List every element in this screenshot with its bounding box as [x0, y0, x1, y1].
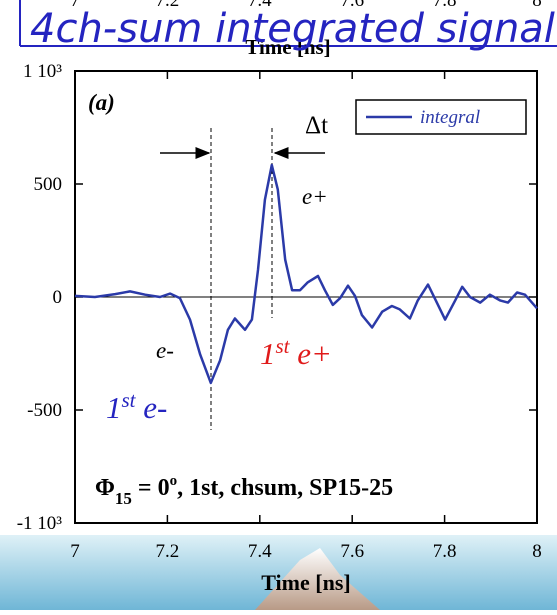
annotation-text: e- — [136, 390, 168, 425]
y-tick-label: 1 10³ — [23, 61, 62, 82]
annotation-text: (a) — [88, 90, 115, 115]
y-tick-label: -500 — [27, 400, 62, 421]
annotation: Δt — [305, 112, 328, 139]
annotation-text: o — [170, 473, 178, 489]
x-tick-label: 7.4 — [248, 541, 272, 562]
annotation-text: 1 — [260, 336, 276, 371]
legend: integral — [355, 99, 527, 135]
y-tick-label: 500 — [34, 174, 63, 195]
data-line — [74, 163, 538, 385]
annotation-text: 1 — [106, 390, 122, 425]
annotation-text: , 1st, chsum, SP15-25 — [177, 475, 393, 501]
x-axis-label: Time [ns] — [261, 570, 350, 595]
annotation-text: e+ — [290, 336, 332, 371]
x-tick-label: 7.6 — [340, 541, 364, 562]
banner-tick-label: 7.8 — [433, 0, 457, 11]
annotation: e- — [156, 338, 174, 363]
x-tick-label: 7.2 — [156, 541, 180, 562]
banner-xlabel: Time [ns] — [245, 35, 330, 59]
annotation-text: st — [276, 334, 291, 358]
annotation: 1st e+ — [260, 334, 332, 371]
banner-ticks: 7 7.2 7.4 7.6 7.8 8 — [70, 0, 542, 11]
banner-tick-label: 7 — [70, 0, 80, 11]
annotation-text: st — [122, 388, 137, 412]
x-tick-label: 7.8 — [433, 541, 457, 562]
banner-tick-label: 7.4 — [248, 0, 272, 11]
banner-tick-label: 8 — [532, 0, 542, 11]
x-tick-label: 7 — [70, 541, 80, 562]
banner-title: 4ch-sum integrated signal — [30, 6, 555, 52]
banner-tick-label: 7.2 — [156, 0, 180, 11]
mountain — [255, 548, 380, 610]
legend-label: integral — [420, 107, 480, 128]
annotation-text: = 0 — [132, 475, 170, 501]
annotation-text: 15 — [115, 489, 132, 508]
axes: 7 7.2 7.4 7.6 7.8 8 -1 10³ -500 0 500 1 10³ — [17, 61, 542, 562]
annotation: e+ — [302, 184, 328, 209]
annotation: 1st e- — [106, 388, 167, 425]
annotation-text: e+ — [302, 184, 328, 209]
annotation: (a) — [88, 90, 115, 115]
annotation-text: Φ — [95, 475, 115, 501]
y-tick-label: -1 10³ — [17, 513, 63, 534]
banner-tick-label: 7.6 — [340, 0, 364, 11]
y-tick-label: 0 — [53, 287, 63, 308]
annotation-text: Δt — [305, 112, 328, 139]
annotation-text: e- — [156, 338, 174, 363]
annotation: Φ15 = 0o, 1st, chsum, SP15-25 — [95, 473, 393, 508]
x-tick-label: 8 — [532, 541, 542, 562]
